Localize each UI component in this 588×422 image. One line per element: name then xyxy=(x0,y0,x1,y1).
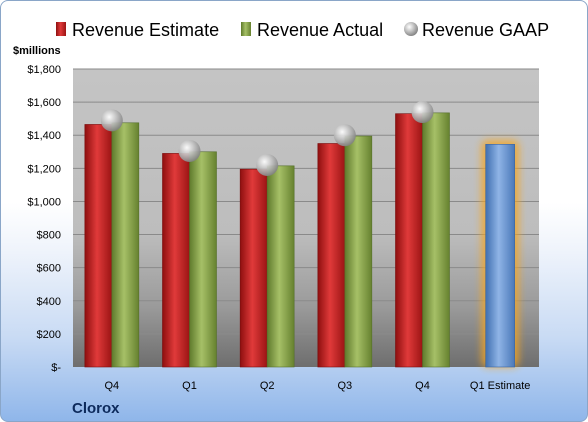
x-tick-label: Q1 Estimate xyxy=(470,380,531,392)
bar-revenue-estimate-q3-3 xyxy=(317,143,346,368)
marker-revenue-gaap-q3-3 xyxy=(333,124,356,147)
bar-revenue-actual-q4-4 xyxy=(422,112,450,368)
y-axis: $- $200 $400 $600 $800 $1,000 $1,200 $1,400 $1,6… xyxy=(27,64,61,374)
bar-revenue-actual-q3-3 xyxy=(344,135,373,368)
marker-revenue-gaap-q4-4 xyxy=(411,101,434,124)
bar-q1-estimate xyxy=(485,144,515,368)
legend-swatch-revenue-actual xyxy=(241,22,251,36)
legend-marker-revenue-gaap xyxy=(404,22,418,36)
y-tick-label: $800 xyxy=(37,230,61,242)
bar-revenue-estimate-q4-4 xyxy=(395,113,423,368)
y-tick-label: $1,200 xyxy=(27,163,61,175)
y-tick-label: $200 xyxy=(37,329,61,341)
legend-label-revenue-gaap: Revenue GAAP xyxy=(422,20,549,40)
bar-revenue-estimate-q2-2 xyxy=(239,168,268,368)
y-tick-label: $- xyxy=(51,362,61,374)
legend-label-revenue-estimate: Revenue Estimate xyxy=(72,20,219,40)
x-tick-label: Q2 xyxy=(260,380,275,392)
x-tick-label: Q3 xyxy=(337,380,352,392)
bar-revenue-estimate-q1-1 xyxy=(162,153,190,368)
y-axis-unit-label: $millions xyxy=(13,45,61,57)
bar-revenue-actual-q2-2 xyxy=(266,165,295,368)
x-axis: Q4 Q1 Q2 Q3 Q4 Q1 Estimate xyxy=(104,380,530,392)
y-tick-label: $600 xyxy=(37,263,61,275)
marker-revenue-gaap-q4-0 xyxy=(100,109,123,132)
legend: Revenue Estimate Revenue Actual Revenue … xyxy=(56,20,549,40)
y-tick-label: $1,800 xyxy=(27,64,61,76)
plot-area xyxy=(73,69,539,367)
y-tick-label: $400 xyxy=(37,296,61,308)
x-tick-label: Q1 xyxy=(182,380,197,392)
legend-label-revenue-actual: Revenue Actual xyxy=(257,20,383,40)
y-tick-label: $1,400 xyxy=(27,130,61,142)
x-tick-label: Q4 xyxy=(415,380,430,392)
y-tick-label: $1,000 xyxy=(27,196,61,208)
bar-revenue-actual-q4-0 xyxy=(111,122,140,368)
company-name: Clorox xyxy=(72,400,120,417)
bar-revenue-estimate-q4-0 xyxy=(84,124,113,368)
gridlines xyxy=(73,68,539,335)
marker-revenue-gaap-q1-1 xyxy=(178,139,201,162)
bars xyxy=(84,101,519,368)
bar-revenue-actual-q1-1 xyxy=(189,151,217,368)
y-tick-label: $1,600 xyxy=(27,97,61,109)
legend-swatch-revenue-estimate xyxy=(56,22,66,36)
x-tick-label: Q4 xyxy=(104,380,119,392)
marker-revenue-gaap-q2-2 xyxy=(256,154,279,177)
